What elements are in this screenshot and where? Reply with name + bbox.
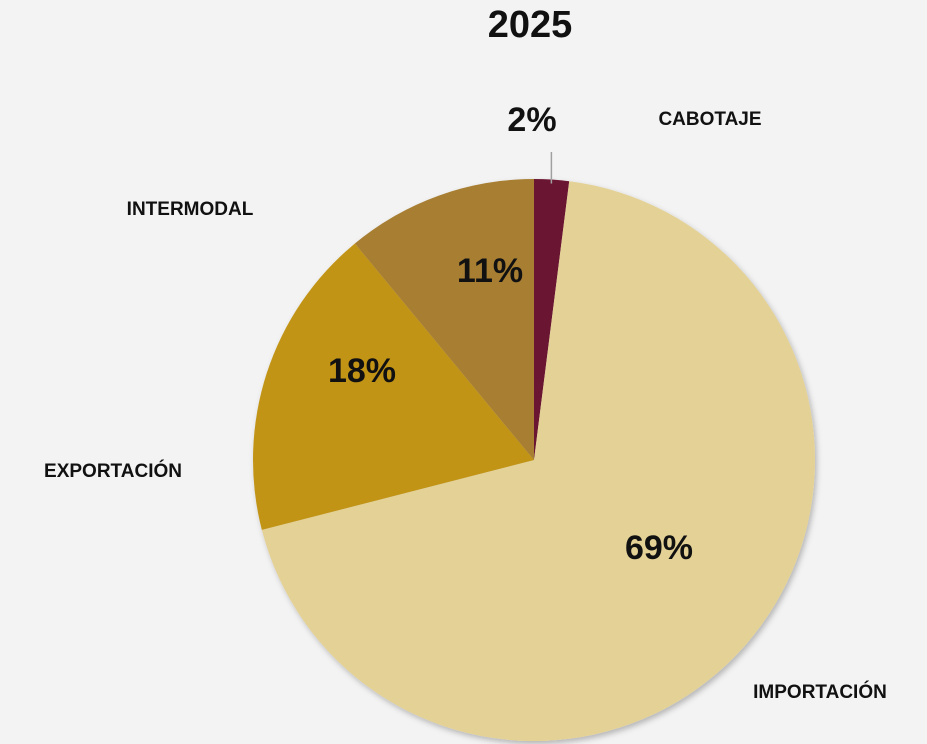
pie-slice xyxy=(261,181,816,742)
value-label: 18% xyxy=(328,352,396,390)
value-label: 69% xyxy=(625,529,693,567)
pie-slice xyxy=(354,179,534,460)
category-label: INTERMODAL xyxy=(127,199,254,220)
pie-slice xyxy=(534,179,570,460)
chart-title: 2025 xyxy=(488,4,573,46)
pie xyxy=(253,179,816,742)
category-label: CABOTAJE xyxy=(658,109,761,130)
pie-slice xyxy=(253,243,534,530)
value-label: 11% xyxy=(457,252,523,290)
value-label: 2% xyxy=(507,101,556,139)
category-label: IMPORTACIÓN xyxy=(753,681,887,703)
category-label: EXPORTACIÓN xyxy=(44,460,182,482)
